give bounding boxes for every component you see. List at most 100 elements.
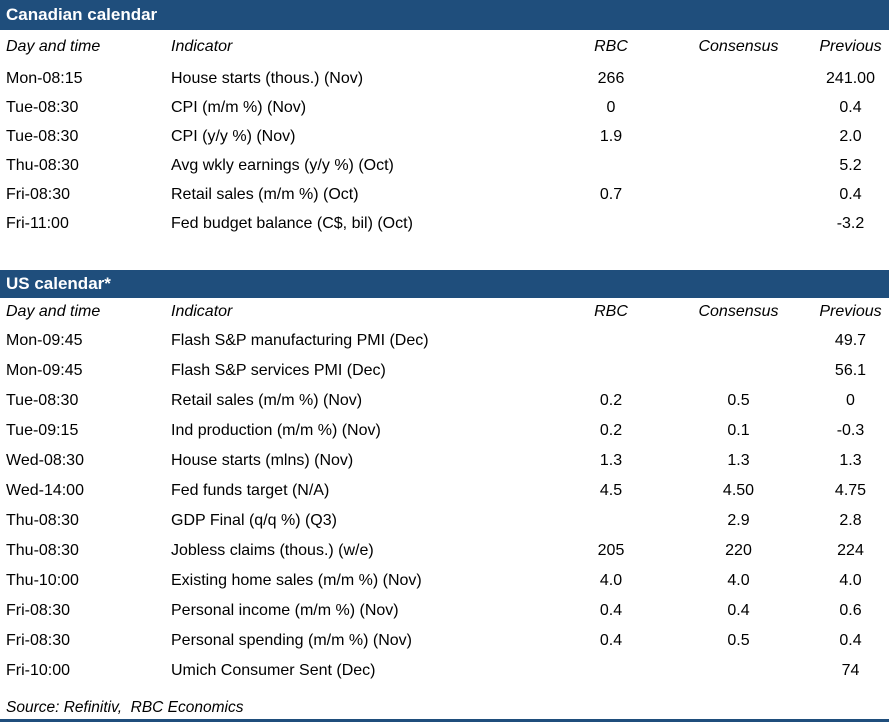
cell-day-time: Fri-08:30 [6,602,71,619]
cell-indicator: Ind production (m/m %) (Nov) [171,422,381,439]
cell-indicator: Avg wkly earnings (y/y %) (Oct) [171,156,394,174]
column-header-consensus: Consensus [698,38,779,55]
column-header-day-and-time: Day and time [6,38,101,55]
column-header-rbc: RBC [594,303,628,320]
column-header-day-and-time: Day and time [6,303,101,320]
table-row: Mon-08:15 House starts (thous.) (Nov) 266 2… [0,64,889,93]
canadian-calendar-section: Canadian calendar Day and time Indicator R… [0,0,889,238]
cell-indicator: Fed budget balance (C$, bil) (Oct) [171,214,413,232]
column-header-rbc: RBC [594,38,628,55]
cell-indicator: Personal spending (m/m %) (Nov) [171,632,412,649]
cell-rbc: 1.9 [599,127,623,145]
cell-previous: 56.1 [834,362,867,379]
cell-previous: 224 [837,542,864,559]
cell-rbc: 4.5 [599,482,623,499]
column-header-row: Day and time Indicator RBC Consensus Previou… [0,298,889,326]
cell-indicator: Existing home sales (m/m %) (Nov) [171,572,422,589]
table-row: Tue-08:30 Retail sales (m/m %) (Nov) 0.2 0.… [0,386,889,416]
cell-previous: 241.00 [826,69,875,87]
cell-consensus: 0.1 [727,422,750,439]
cell-day-time: Mon-09:45 [6,362,83,379]
cell-previous: 0 [846,392,855,409]
cell-indicator: House starts (thous.) (Nov) [171,69,364,87]
column-header-indicator: Indicator [171,38,233,55]
cell-consensus: 4.50 [722,482,755,499]
table-row: Fri-08:30 Personal spending (m/m %) (Nov)… [0,626,889,656]
cell-consensus [671,656,806,686]
cell-previous: 74 [841,662,860,679]
cell-previous: -0.3 [836,422,865,439]
section-title-canadian-calendar: Canadian calendar [0,0,889,30]
cell-consensus: 0.4 [727,602,750,619]
cell-consensus: 4.0 [727,572,750,589]
table-row: Tue-08:30 CPI (m/m %) (Nov) 0 0.4 [0,93,889,122]
cell-rbc: 0.2 [599,422,623,439]
cell-rbc: 205 [597,542,625,559]
cell-day-time: Fri-10:00 [6,662,71,679]
cell-consensus [671,180,806,209]
cell-consensus: 0.5 [727,392,750,409]
cell-previous: 0.4 [839,632,862,649]
cell-consensus [671,326,806,356]
cell-indicator: Retail sales (m/m %) (Oct) [171,185,359,203]
cell-indicator: Flash S&P manufacturing PMI (Dec) [171,332,429,349]
cell-rbc: 4.0 [599,572,623,589]
us-calendar-section: US calendar* Day and time Indicator RBC Con… [0,270,889,686]
cell-previous: 0.6 [839,602,862,619]
cell-rbc: 0 [606,98,616,116]
cell-indicator: Umich Consumer Sent (Dec) [171,662,376,679]
table-row: Thu-08:30 Avg wkly earnings (y/y %) (Oct)… [0,151,889,180]
cell-indicator: Fed funds target (N/A) [171,482,330,499]
cell-rbc [551,209,671,238]
cell-rbc: 1.3 [599,452,623,469]
table-row: Fri-10:00 Umich Consumer Sent (Dec) 74 [0,656,889,686]
section-spacer [0,238,889,270]
cell-indicator: CPI (m/m %) (Nov) [171,98,307,116]
us-calendar-table: Day and time Indicator RBC Consensus Previou… [0,298,889,686]
cell-consensus [671,93,806,122]
table-row: Thu-10:00 Existing home sales (m/m %) (No… [0,566,889,596]
table-row: Mon-09:45 Flash S&P manufacturing PMI (De… [0,326,889,356]
cell-day-time: Tue-08:30 [6,127,79,145]
cell-indicator: House starts (mlns) (Nov) [171,452,354,469]
cell-day-time: Tue-08:30 [6,98,79,116]
table-row: Wed-14:00 Fed funds target (N/A) 4.5 4.50 4.… [0,476,889,506]
cell-consensus: 2.9 [727,512,750,529]
cell-rbc [551,356,671,386]
cell-day-time: Thu-08:30 [6,156,79,174]
column-header-indicator: Indicator [171,303,233,320]
canadian-calendar-table: Day and time Indicator RBC Consensus Previou… [0,30,889,238]
table-row: Tue-09:15 Ind production (m/m %) (Nov) 0.2… [0,416,889,446]
column-header-previous: Previous [819,303,882,320]
cell-indicator: Retail sales (m/m %) (Nov) [171,392,363,409]
cell-day-time: Fri-11:00 [6,214,69,232]
cell-indicator: CPI (y/y %) (Nov) [171,127,296,145]
cell-day-time: Mon-09:45 [6,332,83,349]
cell-previous: 0.4 [839,185,862,203]
cell-previous: 4.75 [834,482,867,499]
cell-rbc [551,656,671,686]
cell-day-time: Tue-09:15 [6,422,79,439]
cell-rbc [551,326,671,356]
cell-previous: 4.0 [839,572,862,589]
cell-consensus: 220 [725,542,752,559]
cell-consensus [671,209,806,238]
cell-indicator: Personal income (m/m %) (Nov) [171,602,399,619]
source-note: Source: Refinitiv, RBC Economics [6,699,244,716]
cell-day-time: Fri-08:30 [6,185,71,203]
cell-indicator: Flash S&P services PMI (Dec) [171,362,386,379]
cell-consensus [671,64,806,93]
table-row: Thu-08:30 Jobless claims (thous.) (w/e) 20… [0,536,889,566]
column-header-previous: Previous [819,38,882,55]
cell-consensus [671,151,806,180]
table-row: Mon-09:45 Flash S&P services PMI (Dec) 56.… [0,356,889,386]
cell-day-time: Thu-10:00 [6,572,79,589]
table-row: Thu-08:30 GDP Final (q/q %) (Q3) 2.9 2.8 [0,506,889,536]
cell-rbc: 0.4 [599,632,623,649]
cell-previous: 1.3 [839,452,862,469]
cell-day-time: Mon-08:15 [6,69,83,87]
cell-rbc: 0.4 [599,602,623,619]
table-row: Tue-08:30 CPI (y/y %) (Nov) 1.9 2.0 [0,122,889,151]
cell-previous: 5.2 [839,156,862,174]
